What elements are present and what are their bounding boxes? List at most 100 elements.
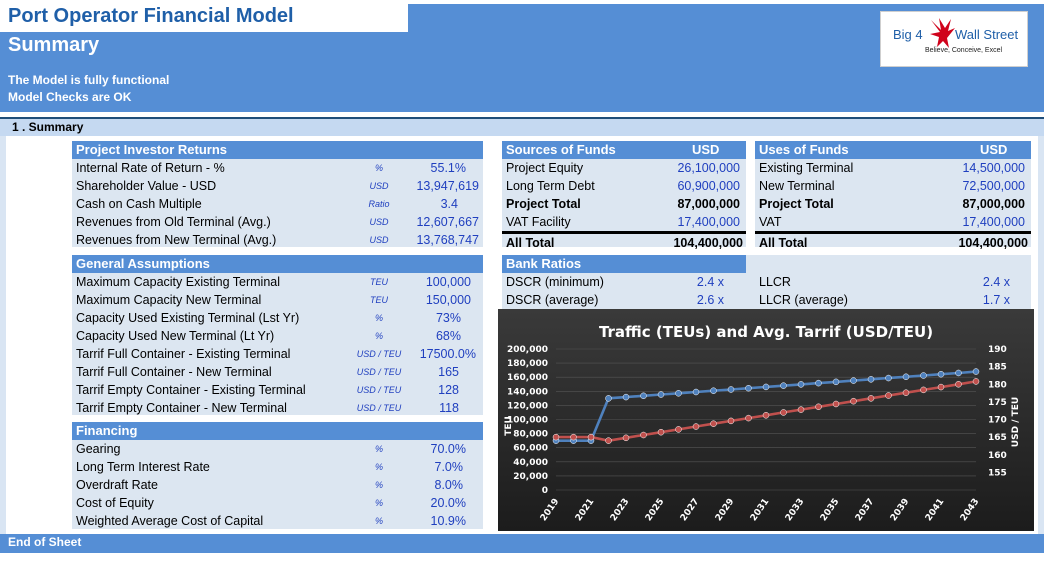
table-row[interactable]: Tarrif Empty Container - New Terminal USD… <box>72 399 483 417</box>
panel-title: Financing <box>76 423 138 438</box>
row-label: Cost of Equity <box>76 496 154 510</box>
data-point <box>780 409 787 416</box>
y-tick-label: 100,000 <box>507 416 548 426</box>
row-label: Tarrif Full Container - New Terminal <box>76 365 272 379</box>
table-row[interactable]: Project Equity 26,100,000 <box>502 159 746 177</box>
table-row[interactable]: Maximum Capacity New Terminal TEU 150,000 <box>72 291 483 309</box>
data-point <box>885 392 892 399</box>
table-row[interactable]: Revenues from Old Terminal (Avg.) USD 12,6… <box>72 213 483 231</box>
y-tick-label: 60,000 <box>513 444 548 454</box>
table-row[interactable]: Overdraft Rate% 8.0% <box>72 476 483 494</box>
row-value: 87,000,000 <box>677 197 740 211</box>
table-row[interactable]: Long Term Interest Rate% 7.0% <box>72 458 483 476</box>
margin-strip <box>1038 136 1044 536</box>
panel-header: Uses of Funds USD <box>755 141 1031 159</box>
row-label: Project Total <box>506 197 581 211</box>
x-tick-label: 2021 <box>574 497 597 523</box>
data-point <box>622 393 630 401</box>
table-row[interactable]: VAT Facility 17,400,000 <box>502 213 746 231</box>
x-tick-label: 2043 <box>959 497 982 523</box>
row-value: 2.4 x <box>696 275 724 289</box>
y2-tick-label: 185 <box>988 363 1007 373</box>
company-logo[interactable]: Big 4 Wall Street Believe, Conceive, Exc… <box>880 11 1028 67</box>
row-unit: % <box>374 163 383 173</box>
data-point <box>955 369 962 377</box>
bank-ratios-panel: Bank Ratios DSCR (minimum) 2.4 x LLCR 2.4 x… <box>502 255 1031 309</box>
row-value: 20.0% <box>430 496 466 510</box>
table-row[interactable]: DSCR (minimum) 2.4 x LLCR 2.4 x <box>502 273 1031 291</box>
row-label: All Total <box>506 236 555 250</box>
row-label: Overdraft Rate <box>76 478 158 492</box>
x-tick-label: 2039 <box>889 497 912 523</box>
y2-axis-label: USD / TEU <box>1011 397 1021 447</box>
table-row[interactable]: Tarrif Full Container - New Terminal USD … <box>72 363 483 381</box>
table-row[interactable]: VAT 17,400,000 <box>755 213 1031 231</box>
y-tick-label: 0 <box>542 486 548 496</box>
data-point <box>727 386 735 393</box>
traffic-tariff-chart[interactable]: Traffic (TEUs) and Avg. Tarrif (USD/TEU)… <box>498 309 1034 531</box>
table-row[interactable]: New Terminal 72,500,000 <box>755 177 1031 195</box>
table-row[interactable]: Tarrif Empty Container - Existing Termin… <box>72 381 483 399</box>
table-row[interactable]: Gearing% 70.0% <box>72 440 483 458</box>
axis-ticks: 0 20,000 40,000 60,000 80,000 100,000 120,000 1… <box>507 345 1007 523</box>
row-label: Revenues from Old Terminal (Avg.) <box>76 215 271 229</box>
y-tick-label: 180,000 <box>507 359 548 369</box>
data-point <box>815 403 822 411</box>
x-tick-label: 2019 <box>539 497 562 523</box>
table-row[interactable]: Existing Terminal 14,500,000 <box>755 159 1031 177</box>
logo-text-left: Big 4 <box>893 27 923 42</box>
row-label: DSCR (minimum) <box>506 275 604 289</box>
table-row[interactable]: Cost of Equity% 20.0% <box>72 494 483 512</box>
row-value: 128 <box>438 383 459 397</box>
x-tick-label: 2033 <box>784 497 807 523</box>
row-label: LLCR (average) <box>759 293 848 307</box>
panel-title: General Assumptions <box>76 256 210 271</box>
row-unit: USD <box>369 235 389 245</box>
model-title: Port Operator Financial Model <box>8 5 294 27</box>
y-tick-label: 20,000 <box>513 472 548 482</box>
table-row[interactable]: Long Term Debt 60,900,000 <box>502 177 746 195</box>
table-row[interactable]: Maximum Capacity Existing Terminal TEU 100… <box>72 273 483 291</box>
table-row[interactable]: Project Total 87,000,000 <box>502 195 746 213</box>
row-label: Long Term Interest Rate <box>76 460 210 474</box>
data-point <box>797 406 805 413</box>
table-row[interactable]: Capacity Used Existing Terminal (Lst Yr)… <box>72 309 483 327</box>
section-header[interactable]: 1 . Summary <box>0 117 1044 136</box>
data-point <box>587 433 595 441</box>
x-tick-label: 2031 <box>749 497 772 523</box>
table-row[interactable]: Project Total 87,000,000 <box>755 195 1031 213</box>
data-point <box>885 374 892 382</box>
table-row[interactable]: DSCR (average) 2.6 x LLCR (average) 1.7 x <box>502 291 1031 309</box>
row-value: 100,000 <box>425 275 471 289</box>
row-label: DSCR (average) <box>506 293 599 307</box>
row-label: Existing Terminal <box>759 161 854 175</box>
data-point <box>605 437 612 444</box>
table-row[interactable]: Shareholder Value - USD USD 13,947,619 <box>72 177 483 195</box>
table-row-total[interactable]: All Total 104,400,000 <box>755 231 1031 252</box>
row-value: 26,100,000 <box>677 161 740 175</box>
uses-of-funds-panel: Uses of Funds USD Existing Terminal 14,500… <box>755 141 1031 250</box>
table-row-total[interactable]: All Total 104,400,000 <box>502 231 746 252</box>
y2-tick-label: 160 <box>988 451 1007 461</box>
data-point <box>692 388 700 396</box>
y-axis-label: TEU <box>504 416 514 436</box>
table-row[interactable]: Revenues from New Terminal (Avg.) USD 13,7… <box>72 231 483 249</box>
x-tick-label: 2041 <box>924 497 947 523</box>
currency-label: USD <box>692 142 720 157</box>
panel-header: Project Investor Returns <box>72 141 483 159</box>
row-label: Tarrif Empty Container - New Terminal <box>76 401 287 415</box>
table-row[interactable]: Capacity Used New Terminal (Lt Yr)% 68% <box>72 327 483 345</box>
logo-tagline: Believe, Conceive, Excel <box>925 47 1003 54</box>
data-point <box>920 386 927 394</box>
row-label: Shareholder Value - USD <box>76 179 217 193</box>
row-label: VAT Facility <box>506 215 571 229</box>
row-value: 70.0% <box>430 442 466 456</box>
row-value: 14,500,000 <box>962 161 1025 175</box>
row-label: Long Term Debt <box>506 179 595 193</box>
table-row[interactable]: Cash on Cash Multiple Ratio 3.4 <box>72 195 483 213</box>
table-row[interactable]: Tarrif Full Container - Existing Termina… <box>72 345 483 363</box>
row-value: 17,400,000 <box>962 215 1025 229</box>
data-point <box>832 400 840 408</box>
table-row[interactable]: Weighted Average Cost of Capital% 10.9% <box>72 512 483 530</box>
table-row[interactable]: Internal Rate of Return - %% 55.1% <box>72 159 483 177</box>
